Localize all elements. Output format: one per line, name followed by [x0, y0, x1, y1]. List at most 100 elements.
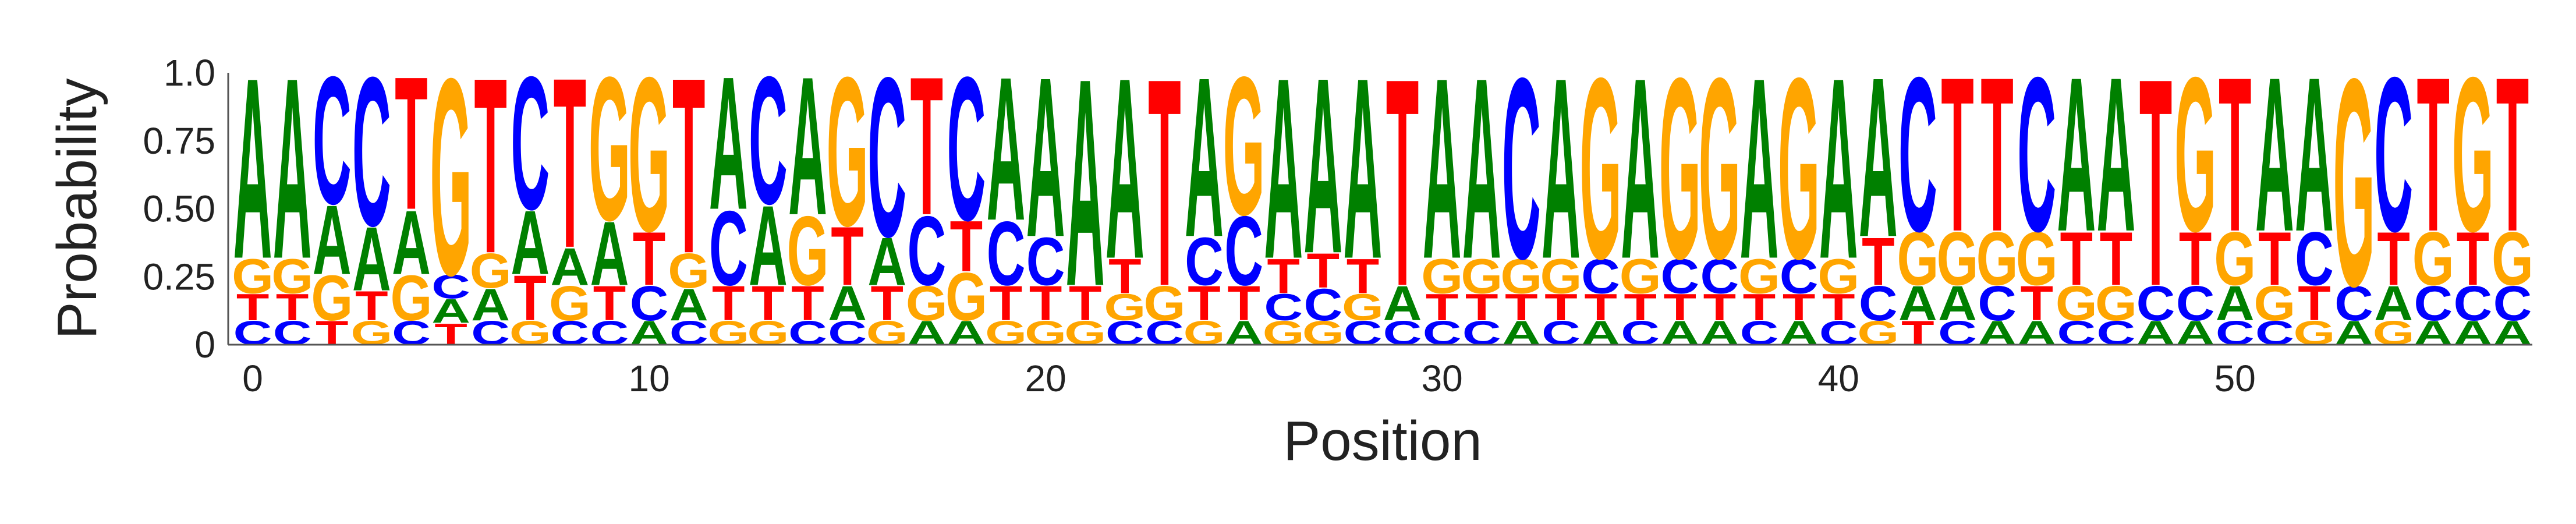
- logo-letter-g: G: [391, 262, 433, 334]
- logo-letter-g: G: [271, 249, 313, 304]
- logo-letter-a: A: [1462, 24, 1501, 313]
- y-tick-label: 1.0: [164, 52, 215, 94]
- logo-letter-c: C: [828, 314, 867, 352]
- logo-letter-a: A: [551, 238, 590, 296]
- logo-letter-t: T: [1505, 286, 1537, 328]
- logo-letter-c: C: [1621, 314, 1660, 352]
- logo-letter-a: A: [1542, 24, 1581, 313]
- logo-letters: CTGACTGATGACGTACCGATTACGCAGTGTACCGATCTAG…: [232, 17, 2534, 352]
- logo-letter-c: C: [1780, 249, 1819, 304]
- logo-letter-g: G: [1738, 249, 1780, 304]
- logo-letter-c: C: [709, 189, 748, 307]
- logo-letter-a: A: [2176, 314, 2215, 352]
- logo-letter-c: C: [630, 275, 669, 331]
- logo-letter-c: C: [1383, 314, 1422, 352]
- logo-letter-c: C: [550, 314, 589, 352]
- logo-letter-t: T: [1227, 275, 1260, 331]
- logo-letter-a: A: [1740, 24, 1779, 313]
- logo-letter-g: G: [2174, 32, 2216, 278]
- logo-letter-g: G: [2412, 217, 2454, 301]
- x-tick-label: 0: [242, 357, 263, 399]
- x-axis-ticks: 0 10 20 30 40 50: [242, 357, 2256, 399]
- y-tick-label: 0: [194, 324, 215, 366]
- logo-letter-t: T: [712, 275, 745, 331]
- logo-letter-a: A: [313, 185, 352, 295]
- y-tick-label: 0.75: [143, 120, 215, 162]
- logo-letter-g: G: [1184, 314, 1225, 352]
- logo-letter-a: A: [1978, 314, 2017, 352]
- logo-letter-c: C: [947, 34, 986, 263]
- logo-letter-t: T: [1069, 275, 1101, 331]
- logo-letter-a: A: [352, 209, 391, 310]
- logo-letter-t: T: [672, 25, 705, 305]
- logo-letter-t: T: [1307, 243, 1340, 298]
- logo-letter-a: A: [2493, 314, 2532, 352]
- logo-letter-c: C: [313, 38, 352, 242]
- logo-letter-c: C: [1898, 32, 1937, 278]
- logo-letter-t: T: [831, 210, 863, 303]
- logo-letter-t: T: [2457, 217, 2489, 301]
- logo-letter-c: C: [2136, 275, 2175, 331]
- logo-letter-t: T: [1703, 286, 1736, 328]
- logo-letter-t: T: [1743, 286, 1776, 328]
- logo-letter-g: G: [311, 262, 353, 334]
- logo-letter-a: A: [273, 24, 312, 313]
- logo-letter-a: A: [2334, 314, 2373, 352]
- logo-letter-g: G: [470, 243, 512, 298]
- logo-letter-a: A: [2295, 32, 2334, 278]
- logo-letter-g: G: [1699, 24, 1741, 313]
- logo-letter-a: A: [828, 275, 867, 331]
- logo-letter-g: G: [1223, 36, 1265, 256]
- logo-letter-c: C: [907, 195, 946, 306]
- logo-letter-g: G: [2095, 275, 2137, 331]
- logo-letter-c: C: [1740, 314, 1779, 352]
- logo-letter-c: C: [511, 37, 550, 249]
- logo-letter-g: G: [1540, 249, 1582, 304]
- logo-letter-t: T: [1901, 314, 1934, 352]
- logo-letter-t: T: [1624, 286, 1656, 328]
- logo-letter-t: T: [2100, 217, 2132, 301]
- logo-letter-a: A: [1264, 24, 1303, 313]
- logo-letter-a: A: [1700, 314, 1739, 352]
- logo-letter-c: C: [1978, 275, 2017, 331]
- logo-letter-g: G: [2492, 217, 2534, 301]
- logo-letter-g: G: [628, 32, 670, 278]
- logo-letter-c: C: [2334, 275, 2373, 331]
- x-axis-title: Position: [1283, 410, 1482, 472]
- logo-letter-t: T: [1664, 286, 1696, 328]
- logo-letter-a: A: [709, 37, 748, 249]
- logo-letter-a: A: [2216, 275, 2255, 331]
- logo-letter-c: C: [2453, 275, 2492, 331]
- logo-letter-c: C: [233, 314, 272, 352]
- logo-letter-a: A: [1898, 275, 1937, 331]
- logo-letter-a: A: [867, 224, 906, 300]
- logo-letter-c: C: [1660, 249, 1699, 304]
- logo-letter-t: T: [1386, 17, 1419, 348]
- logo-letter-t: T: [1426, 286, 1458, 328]
- logo-letter-g: G: [1025, 314, 1066, 352]
- logo-letter-g: G: [1263, 314, 1305, 352]
- logo-letter-a: A: [1819, 24, 1858, 313]
- logo-letter-a: A: [2097, 32, 2136, 278]
- logo-letter-t: T: [2258, 217, 2291, 301]
- logo-letter-g: G: [232, 249, 274, 304]
- logo-letter-g: G: [906, 275, 948, 331]
- logo-letter-t: T: [2417, 32, 2450, 278]
- logo-letter-c: C: [352, 33, 391, 270]
- logo-letter-t: T: [1980, 32, 2013, 278]
- logo-letter-a: A: [749, 182, 788, 310]
- logo-letter-c: C: [1185, 224, 1224, 300]
- logo-letter-c: C: [1700, 249, 1739, 304]
- y-tick-label: 0.50: [143, 188, 215, 230]
- logo-letter-t: T: [1544, 286, 1577, 328]
- logo-letter-g: G: [2293, 314, 2335, 352]
- logo-letter-c: C: [1303, 279, 1342, 331]
- logo-letter-a: A: [1780, 314, 1819, 352]
- logo-letter-c: C: [1264, 286, 1303, 328]
- logo-letter-g: G: [1580, 24, 1622, 313]
- logo-letter-g: G: [1461, 249, 1503, 304]
- logo-letter-a: A: [2255, 32, 2294, 278]
- y-axis-title: Probability: [46, 78, 108, 339]
- logo-letter-g: G: [1976, 217, 2018, 301]
- logo-letter-t: T: [593, 275, 626, 331]
